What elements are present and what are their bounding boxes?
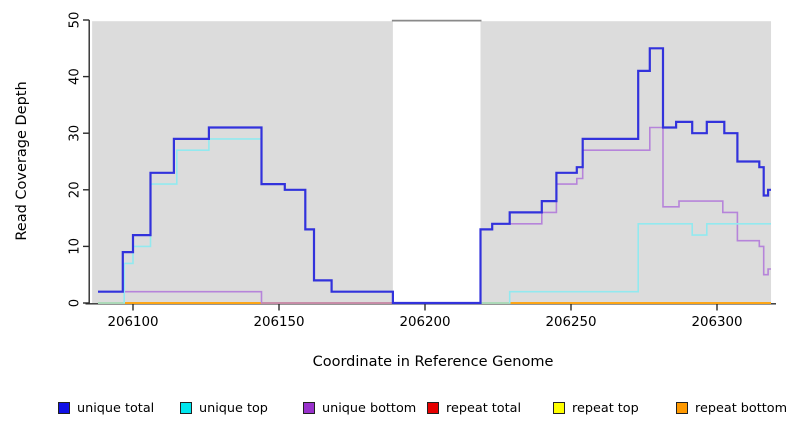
y-tick-label: 30 bbox=[68, 125, 83, 142]
legend-swatch-unique-top bbox=[180, 402, 192, 414]
y-tick-label: 10 bbox=[68, 238, 83, 255]
plot-series bbox=[98, 47, 771, 305]
legend-item-repeat-top: repeat top bbox=[553, 399, 639, 417]
legend-label: unique top bbox=[199, 400, 268, 416]
coverage-depth-chart: 0 10 20 30 40 50 206100 206150 206200 206250 20630… bbox=[14, 12, 776, 370]
y-tick-label: 40 bbox=[68, 68, 83, 85]
legend-item-unique-bottom: unique bottom bbox=[303, 399, 416, 417]
legend-label: repeat total bbox=[446, 400, 522, 416]
plot-panel-0 bbox=[92, 21, 393, 303]
coverage-chart-svg: 0 10 20 30 40 50 206100 206150 206200 206250 20630… bbox=[14, 12, 776, 370]
legend-label: unique bottom bbox=[322, 400, 417, 416]
series-unique-total bbox=[98, 47, 771, 305]
legend-swatch-repeat-total bbox=[427, 402, 439, 414]
plot-panel-1 bbox=[480, 21, 772, 303]
legend-item-repeat-total: repeat total bbox=[427, 399, 521, 417]
x-tick-label: 206150 bbox=[253, 315, 304, 330]
y-axis-title: Read Coverage Depth bbox=[14, 81, 30, 240]
x-tick-label: 206200 bbox=[399, 315, 450, 330]
y-tick-label: 50 bbox=[68, 12, 83, 29]
x-tick-label: 206300 bbox=[691, 315, 742, 330]
legend-item-unique-total: unique total bbox=[58, 399, 154, 417]
legend-label: unique total bbox=[77, 400, 155, 416]
y-tick-label: 0 bbox=[68, 299, 83, 307]
legend-item-repeat-bottom: repeat bottom bbox=[676, 399, 787, 417]
x-axis-title: Coordinate in Reference Genome bbox=[313, 354, 554, 370]
legend-swatch-repeat-top bbox=[553, 402, 565, 414]
legend-label: repeat bottom bbox=[695, 400, 788, 416]
legend-swatch-unique-bottom bbox=[303, 402, 315, 414]
legend-item-unique-top: unique top bbox=[180, 399, 268, 417]
plot-panels bbox=[92, 19, 772, 303]
x-tick-label: 206250 bbox=[545, 315, 596, 330]
legend-swatch-unique-total bbox=[58, 402, 70, 414]
chart-legend: unique total unique top unique bottom repea… bbox=[0, 399, 792, 423]
legend-swatch-repeat-bottom bbox=[676, 402, 688, 414]
x-tick-label: 206100 bbox=[107, 315, 158, 330]
legend-label: repeat top bbox=[572, 400, 639, 416]
y-tick-label: 20 bbox=[68, 181, 83, 198]
